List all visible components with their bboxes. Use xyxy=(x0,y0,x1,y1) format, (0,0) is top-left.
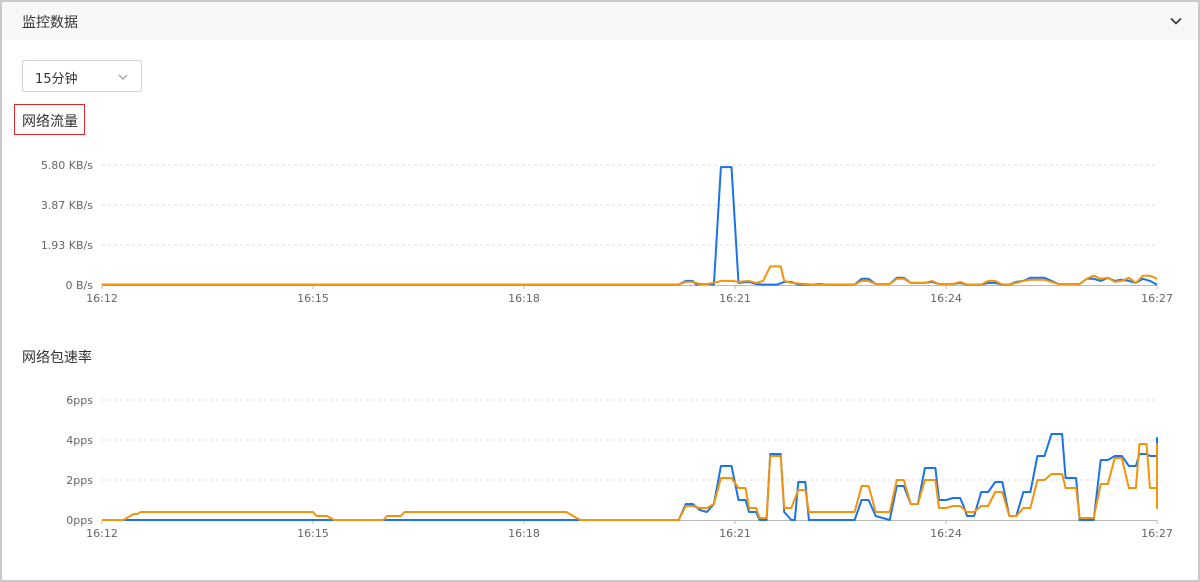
y-tick-label: 5.80 KB/s xyxy=(41,159,93,172)
y-tick-label: 4pps xyxy=(66,434,93,447)
series-line-1 xyxy=(102,433,1158,521)
x-tick-label: 16:18 xyxy=(508,527,540,540)
x-tick-label: 16:27 xyxy=(1141,292,1173,305)
chevron-down-icon[interactable] xyxy=(1168,13,1184,29)
x-tick-label: 16:18 xyxy=(508,292,540,305)
y-tick-label: 2pps xyxy=(66,474,93,487)
chevron-down-icon xyxy=(118,74,128,80)
x-tick-label: 16:15 xyxy=(297,292,329,305)
x-tick-label: 16:21 xyxy=(719,527,751,540)
x-tick-label: 16:21 xyxy=(719,292,751,305)
network-traffic-chart: 0 B/s 1.93 KB/s 3.87 KB/s 5.80 KB/s 16:12 16:… xyxy=(41,159,1173,305)
time-range-value: 15分钟 xyxy=(35,72,78,87)
packet-rate-title: 网络包速率 xyxy=(22,350,92,366)
y-tick-label: 0pps xyxy=(66,514,93,527)
y-tick-label: 0 B/s xyxy=(66,279,94,292)
x-tick-label: 16:27 xyxy=(1141,527,1173,540)
series-line-2 xyxy=(102,443,1158,521)
x-tick-label: 16:12 xyxy=(86,527,118,540)
series-line-2 xyxy=(102,265,1158,286)
x-tick-label: 16:15 xyxy=(297,527,329,540)
x-tick-label: 16:12 xyxy=(86,292,118,305)
network-traffic-title: 网络流量 xyxy=(14,104,85,135)
x-tick-label: 16:24 xyxy=(930,292,962,305)
panel-title: 监控数据 xyxy=(22,15,78,31)
time-range-select[interactable]: 15分钟 xyxy=(22,60,142,92)
y-tick-label: 6pps xyxy=(66,394,93,407)
panel-header[interactable]: 监控数据 xyxy=(2,2,1198,40)
y-tick-label: 1.93 KB/s xyxy=(41,239,93,252)
x-tick-label: 16:24 xyxy=(930,527,962,540)
y-tick-label: 3.87 KB/s xyxy=(41,199,93,212)
